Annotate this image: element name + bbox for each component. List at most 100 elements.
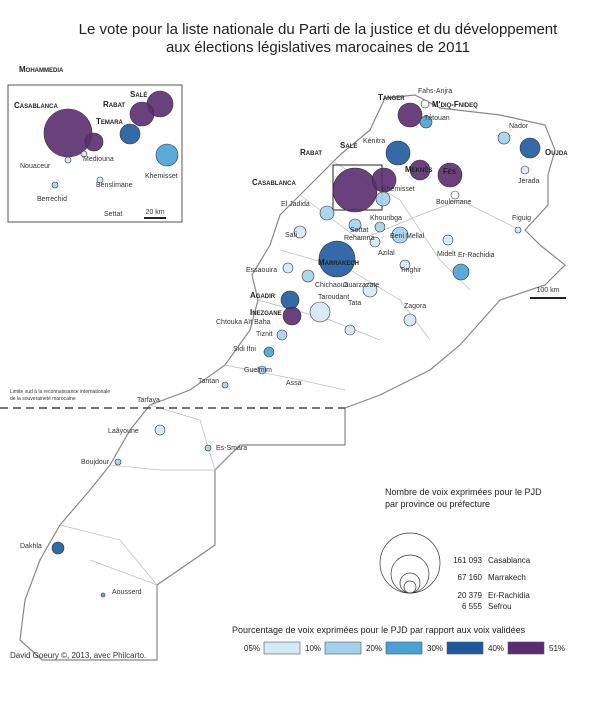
color-legend-label: 20% xyxy=(366,644,382,653)
inset-place-label: Settat xyxy=(104,211,122,218)
proportional-circle xyxy=(96,176,104,184)
size-legend-circle xyxy=(399,572,421,594)
proportional-circle xyxy=(319,205,335,221)
place-label: Settat xyxy=(350,227,368,234)
place-label: Chichaoua xyxy=(315,282,349,289)
color-legend-swatch xyxy=(263,641,301,655)
proportional-circle xyxy=(520,165,530,175)
size-legend-value: 20 379 xyxy=(458,591,483,600)
proportional-circle xyxy=(84,132,104,152)
proportional-circle xyxy=(452,263,470,281)
city-label: Meknès xyxy=(405,165,432,174)
size-legend-title: par province ou préfecture xyxy=(385,499,490,509)
proportional-circle xyxy=(332,167,378,213)
place-label: Khémisset xyxy=(382,186,415,193)
inset-place-label: Mediouna xyxy=(83,156,114,163)
place-label: Assa xyxy=(286,380,302,387)
inset-city-label: Rabat xyxy=(103,100,125,109)
boundary-note: Limite sud à la reconnaissance internati… xyxy=(10,389,110,395)
place-label: Tantan xyxy=(198,378,219,385)
place-label: Tarfaya xyxy=(137,397,160,404)
proportional-circle xyxy=(114,458,122,466)
size-legend-circle xyxy=(379,532,441,594)
place-label: Rehamna xyxy=(344,235,374,242)
proportional-circle xyxy=(154,424,166,436)
inset-place-label: Benslimane xyxy=(96,182,133,189)
size-legend-value: 161 093 xyxy=(453,556,482,565)
proportional-circle xyxy=(403,313,417,327)
place-label: Khouribga xyxy=(370,215,402,222)
proportional-circle xyxy=(318,240,356,278)
proportional-circle xyxy=(119,123,141,145)
proportional-circle xyxy=(450,190,460,200)
size-legend-label: Marrakech xyxy=(488,573,526,582)
place-label: Er-Rachidia xyxy=(458,252,495,259)
inset-city-label: Mohammedia xyxy=(19,65,64,74)
size-legend-circle xyxy=(390,554,430,594)
proportional-circle xyxy=(129,101,155,127)
color-legend-label: 40% xyxy=(488,644,504,653)
place-label: Es-Smara xyxy=(216,445,247,452)
proportional-circle xyxy=(282,306,302,326)
place-label: Azilal xyxy=(378,250,395,257)
place-label: Tata xyxy=(348,300,361,307)
proportional-circle xyxy=(301,269,315,283)
place-label: Fahs-Anjra xyxy=(418,88,452,95)
color-legend-swatch xyxy=(507,641,545,655)
city-label: Casablanca xyxy=(252,178,296,187)
title: aux élections législatives marocaines de… xyxy=(166,39,470,56)
place-label: Figuig xyxy=(512,215,531,222)
city-label: Tanger xyxy=(378,93,405,102)
place-label: Safi xyxy=(285,232,298,239)
proportional-circle xyxy=(43,108,93,158)
color-legend-label: 30% xyxy=(427,644,443,653)
proportional-circle xyxy=(385,140,411,166)
place-label: Boujdour xyxy=(81,459,110,466)
proportional-circle xyxy=(519,137,541,159)
place-label: Laâyoune xyxy=(108,428,139,435)
city-label: Agadir xyxy=(250,291,276,300)
proportional-circle xyxy=(263,346,275,358)
city-label: Inezgane xyxy=(250,308,282,317)
inset-scale-label: 20 km xyxy=(145,209,164,216)
proportional-circle xyxy=(348,218,362,232)
place-label: Chtouka Aït Baha xyxy=(216,319,271,326)
place-label: Taroudant xyxy=(318,294,349,301)
proportional-circle xyxy=(293,225,307,239)
city-label: Rabat xyxy=(300,148,322,157)
inset-city-label: Casablanca xyxy=(14,101,58,110)
credit: David Goeury ©, 2013, avec Philcarto. xyxy=(10,651,146,660)
title: Le vote pour la liste nationale du Parti… xyxy=(79,21,558,38)
city-label: M'diq-Fnideq xyxy=(432,100,478,109)
place-label: Tiznit xyxy=(256,331,273,338)
proportional-circle xyxy=(221,381,229,389)
inset-place-label: Nouaceur xyxy=(20,163,51,170)
proportional-circle xyxy=(344,324,356,336)
size-legend-value: 67 160 xyxy=(458,573,483,582)
proportional-circle xyxy=(276,329,288,341)
city-label: Marrakech xyxy=(318,258,359,267)
proportional-circle xyxy=(64,156,72,164)
place-label: Sidi Ifni xyxy=(233,346,256,353)
place-label: Boulemane xyxy=(436,199,472,206)
size-legend-label: Sefrou xyxy=(488,602,512,611)
proportional-circle xyxy=(100,592,106,598)
city-label: Fès xyxy=(443,167,456,176)
place-label: Essaouira xyxy=(246,267,277,274)
proportional-circle xyxy=(204,444,212,452)
size-legend-label: Casablanca xyxy=(488,556,531,565)
city-label: Oujda xyxy=(545,148,568,157)
proportional-circle xyxy=(409,159,431,181)
place-label: Jerada xyxy=(518,178,540,185)
proportional-circle xyxy=(51,181,59,189)
size-legend-value: 6 555 xyxy=(462,602,483,611)
proportional-circle xyxy=(514,226,522,234)
boundary-note: de la souveraineté marocaine xyxy=(10,396,76,402)
size-legend-circle xyxy=(403,580,417,594)
proportional-circle xyxy=(391,226,409,244)
proportional-circle xyxy=(257,365,267,375)
place-label: El Jadida xyxy=(281,201,310,208)
place-label: Tinghir xyxy=(400,267,422,274)
proportional-circle xyxy=(437,162,463,188)
